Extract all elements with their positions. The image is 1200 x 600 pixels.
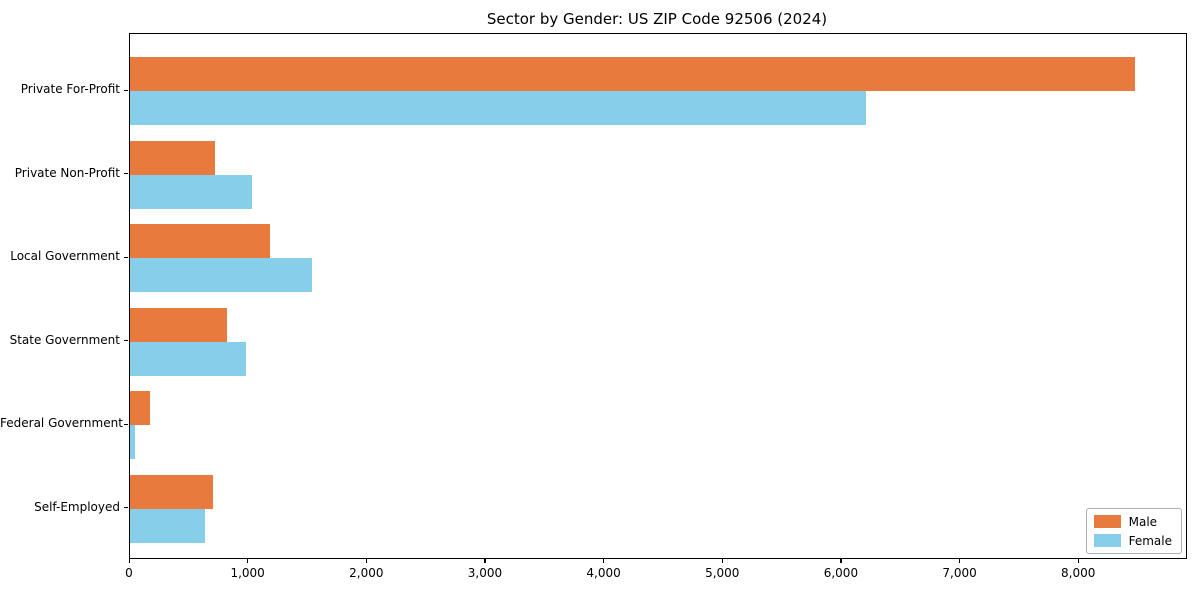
legend-item-female: Female [1093, 533, 1172, 548]
chart-title: Sector by Gender: US ZIP Code 92506 (202… [486, 10, 828, 28]
x-tick-mark [484, 558, 486, 563]
male-series-swatch [1093, 515, 1121, 528]
bar-female-state-government [130, 341, 247, 376]
bar-male-private-for-profit [130, 57, 1135, 91]
bar-male-state-government [130, 307, 228, 342]
legend-item-male: Male [1093, 514, 1172, 529]
y-tick-label: Federal Government [0, 416, 123, 430]
x-tick-label: 0 [125, 566, 133, 580]
y-tick-mark [124, 173, 128, 175]
x-tick-mark [959, 558, 961, 563]
plot-area: Male Female [129, 33, 1187, 559]
legend-label-male: Male [1128, 514, 1158, 529]
y-tick-mark [124, 423, 128, 425]
legend-label-female: Female [1128, 533, 1172, 548]
x-tick-label: 1,000 [230, 566, 265, 580]
x-tick-mark [840, 558, 842, 563]
bar-male-private-non-profit [130, 140, 216, 175]
x-tick-mark [247, 558, 249, 563]
bar-male-local-government [130, 224, 270, 258]
y-tick-label: State Government [9, 332, 120, 347]
bar-female-private-for-profit [130, 91, 866, 125]
bar-female-self-employed [130, 508, 205, 543]
y-tick-label: Self-Employed [34, 499, 120, 514]
x-tick-mark [128, 558, 130, 563]
x-tick-label: 5,000 [705, 566, 740, 580]
y-tick-mark [124, 256, 128, 258]
y-tick-label: Private Non-Profit [14, 165, 120, 180]
y-tick-label: Private For-Profit [20, 82, 120, 96]
x-tick-label: 8,000 [1061, 566, 1096, 580]
y-tick-mark [124, 507, 128, 509]
x-tick-mark [1077, 558, 1079, 563]
female-series-swatch [1093, 534, 1121, 547]
y-tick-mark [124, 340, 128, 342]
x-tick-mark [721, 558, 723, 563]
legend: Male Female [1085, 508, 1182, 554]
bar-female-local-government [130, 258, 312, 292]
x-tick-label: 6,000 [823, 566, 859, 580]
bar-female-federal-government [130, 425, 135, 459]
y-tick-mark [124, 89, 128, 91]
x-tick-label: 7,000 [942, 566, 977, 580]
bar-male-federal-government [130, 391, 151, 425]
y-tick-label: Local Government [10, 249, 120, 263]
x-tick-label: 3,000 [467, 566, 503, 580]
x-tick-mark [365, 558, 367, 563]
bar-female-private-non-profit [130, 174, 253, 209]
bar-male-self-employed [130, 474, 214, 509]
x-tick-label: 4,000 [586, 566, 621, 580]
x-tick-mark [603, 558, 605, 563]
x-tick-label: 2,000 [349, 566, 384, 580]
